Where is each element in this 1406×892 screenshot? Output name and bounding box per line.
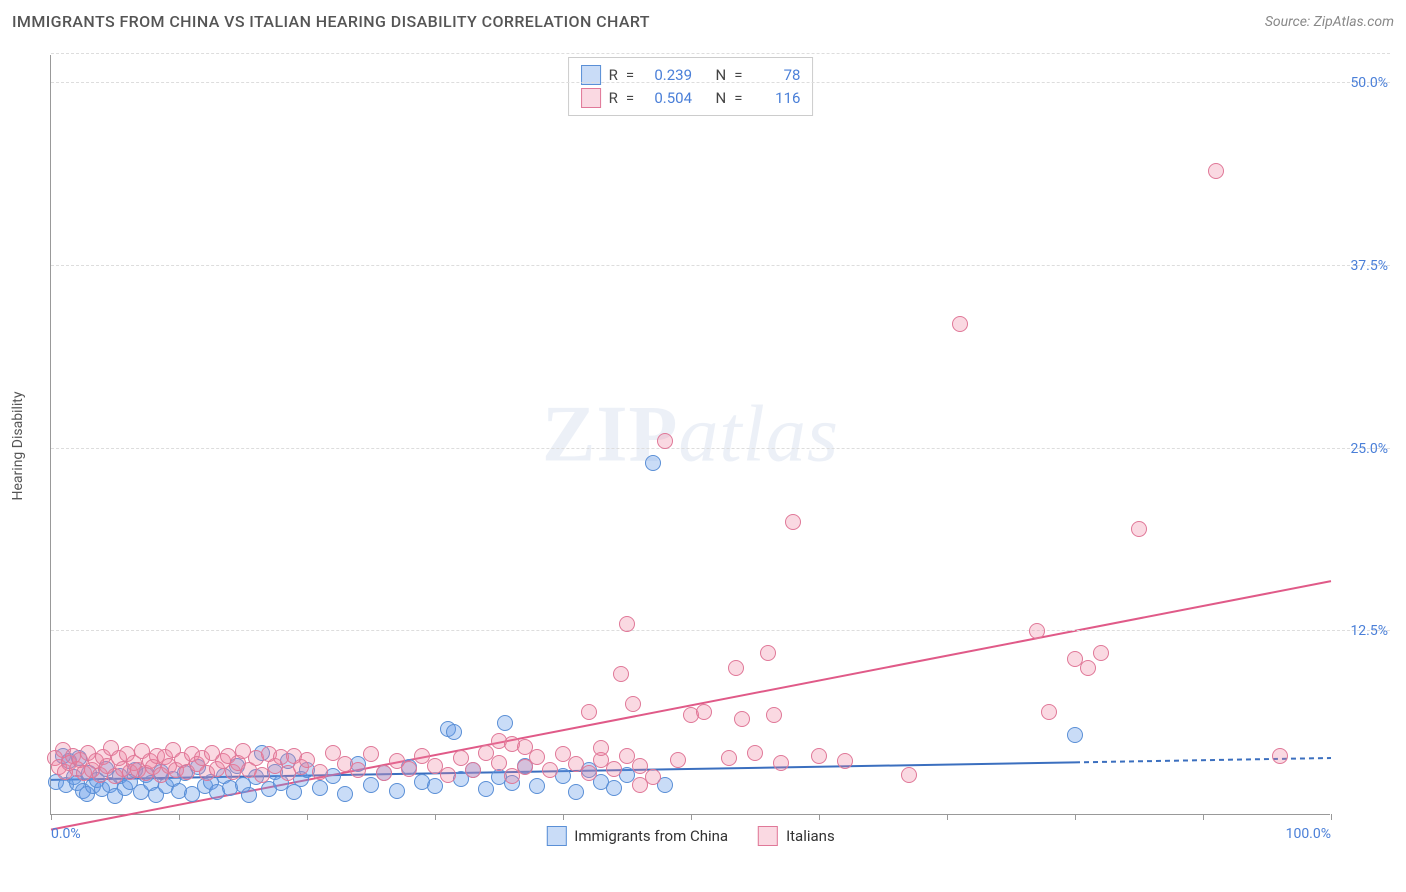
data-point-italian xyxy=(312,764,328,780)
legend-item-china: Immigrants from China xyxy=(546,826,728,846)
x-tick xyxy=(1331,814,1332,820)
data-point-italian xyxy=(1093,645,1109,661)
gridline-h xyxy=(51,630,1390,631)
x-tick xyxy=(307,814,308,820)
data-point-china xyxy=(337,786,353,802)
data-point-italian xyxy=(440,767,456,783)
data-point-china xyxy=(606,780,622,796)
data-point-italian xyxy=(401,761,417,777)
data-point-italian xyxy=(363,746,379,762)
x-tick xyxy=(819,814,820,820)
x-tick xyxy=(563,814,564,820)
data-point-italian xyxy=(721,750,737,766)
data-point-italian xyxy=(606,761,622,777)
data-point-italian xyxy=(837,753,853,769)
data-point-italian xyxy=(1208,163,1224,179)
x-tick xyxy=(179,814,180,820)
swatch-italian xyxy=(758,826,778,846)
data-point-china xyxy=(1067,727,1083,743)
data-point-italian xyxy=(747,745,763,761)
data-point-italian xyxy=(325,745,341,761)
gridline-h xyxy=(51,53,1390,54)
data-point-italian xyxy=(785,514,801,530)
x-tick xyxy=(51,814,52,820)
data-point-italian xyxy=(760,645,776,661)
data-point-italian xyxy=(581,765,597,781)
data-point-china xyxy=(312,780,328,796)
data-point-italian xyxy=(1029,623,1045,639)
data-point-italian xyxy=(670,752,686,768)
data-point-italian xyxy=(1272,748,1288,764)
data-point-italian xyxy=(581,704,597,720)
data-point-italian xyxy=(773,755,789,771)
data-point-italian xyxy=(376,765,392,781)
correlation-legend: R = 0.239 N = 78 R = 0.504 N = 116 xyxy=(568,57,814,116)
data-point-china xyxy=(363,777,379,793)
data-point-china xyxy=(645,455,661,471)
data-point-italian xyxy=(529,749,545,765)
data-point-china xyxy=(478,781,494,797)
data-point-italian xyxy=(1080,660,1096,676)
swatch-italian xyxy=(581,88,601,108)
x-tick-label: 0.0% xyxy=(51,826,81,842)
x-tick-label: 100.0% xyxy=(1286,826,1331,842)
data-point-china xyxy=(241,787,257,803)
x-tick xyxy=(1075,814,1076,820)
legend-row-italian: R = 0.504 N = 116 xyxy=(581,87,801,110)
data-point-italian xyxy=(657,433,673,449)
data-point-italian xyxy=(632,758,648,774)
page-title: IMMIGRANTS FROM CHINA VS ITALIAN HEARING… xyxy=(12,12,650,31)
y-axis-title: Hearing Disability xyxy=(10,392,26,501)
swatch-china xyxy=(546,826,566,846)
data-point-italian xyxy=(453,750,469,766)
data-point-italian xyxy=(491,755,507,771)
data-point-china xyxy=(427,778,443,794)
data-point-italian xyxy=(1131,521,1147,537)
data-point-china xyxy=(497,715,513,731)
data-point-italian xyxy=(952,316,968,332)
data-point-italian xyxy=(465,762,481,778)
data-point-italian xyxy=(350,762,366,778)
y-tick-label: 25.0% xyxy=(1350,441,1388,457)
data-point-italian xyxy=(613,666,629,682)
data-point-italian xyxy=(619,616,635,632)
series-legend: Immigrants from China Italians xyxy=(546,826,834,846)
data-point-italian xyxy=(728,660,744,676)
data-point-italian xyxy=(593,740,609,756)
trend-lines-layer xyxy=(51,55,1331,815)
legend-item-italian: Italians xyxy=(758,826,835,846)
x-tick xyxy=(691,814,692,820)
r-value-italian: 0.504 xyxy=(642,87,692,110)
data-point-italian xyxy=(645,769,661,785)
gridline-h xyxy=(51,82,1390,83)
source-credit: Source: ZipAtlas.com xyxy=(1265,14,1394,30)
data-point-italian xyxy=(1041,704,1057,720)
x-tick xyxy=(435,814,436,820)
data-point-italian xyxy=(696,704,712,720)
data-point-italian xyxy=(299,752,315,768)
legend-label-china: Immigrants from China xyxy=(574,827,728,845)
gridline-h xyxy=(51,448,1390,449)
n-value-italian: 116 xyxy=(750,87,800,110)
data-point-china xyxy=(389,783,405,799)
x-tick xyxy=(1203,814,1204,820)
data-point-china xyxy=(446,724,462,740)
data-point-italian xyxy=(542,762,558,778)
y-tick-label: 50.0% xyxy=(1350,75,1388,91)
data-point-italian xyxy=(625,696,641,712)
data-point-italian xyxy=(734,711,750,727)
data-point-italian xyxy=(766,707,782,723)
gridline-h xyxy=(51,265,1390,266)
y-tick-label: 37.5% xyxy=(1350,258,1388,274)
data-point-italian xyxy=(901,767,917,783)
data-point-china xyxy=(568,784,584,800)
x-tick xyxy=(947,814,948,820)
legend-label-italian: Italians xyxy=(786,827,835,845)
data-point-italian xyxy=(811,748,827,764)
data-point-china xyxy=(529,778,545,794)
scatter-plot: ZIPatlas R = 0.239 N = 78 R = 0.504 N = … xyxy=(50,55,1330,815)
trend-line-ext-china xyxy=(1075,758,1331,762)
y-tick-label: 12.5% xyxy=(1350,623,1388,639)
